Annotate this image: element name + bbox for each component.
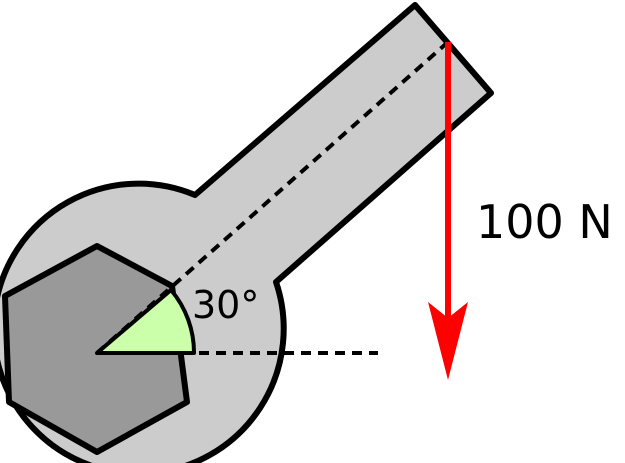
force-arrow-head <box>428 302 468 380</box>
hex-nut <box>2 243 190 455</box>
force-arrow <box>428 42 468 380</box>
angle-label: 30° <box>192 283 259 327</box>
force-label: 100 N <box>476 195 613 249</box>
angle-wedge <box>95 288 197 355</box>
